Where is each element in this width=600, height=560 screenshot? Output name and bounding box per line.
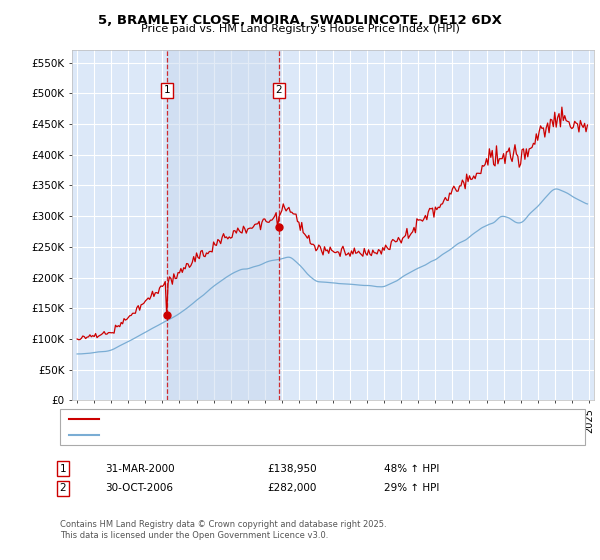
Text: This data is licensed under the Open Government Licence v3.0.: This data is licensed under the Open Gov… xyxy=(60,531,328,540)
Text: 5, BRAMLEY CLOSE, MOIRA, SWADLINCOTE, DE12 6DX (detached house): 5, BRAMLEY CLOSE, MOIRA, SWADLINCOTE, DE… xyxy=(105,414,460,424)
Text: 48% ↑ HPI: 48% ↑ HPI xyxy=(384,464,439,474)
Text: Price paid vs. HM Land Registry's House Price Index (HPI): Price paid vs. HM Land Registry's House … xyxy=(140,24,460,34)
Text: Contains HM Land Registry data © Crown copyright and database right 2025.: Contains HM Land Registry data © Crown c… xyxy=(60,520,386,529)
Text: 31-MAR-2000: 31-MAR-2000 xyxy=(105,464,175,474)
Text: 2: 2 xyxy=(59,483,67,493)
Text: 30-OCT-2006: 30-OCT-2006 xyxy=(105,483,173,493)
Text: 5, BRAMLEY CLOSE, MOIRA, SWADLINCOTE, DE12 6DX: 5, BRAMLEY CLOSE, MOIRA, SWADLINCOTE, DE… xyxy=(98,14,502,27)
Bar xyxy=(167,50,279,400)
Text: £282,000: £282,000 xyxy=(267,483,316,493)
Text: 2: 2 xyxy=(275,85,282,95)
Text: HPI: Average price, detached house, North West Leicestershire: HPI: Average price, detached house, Nort… xyxy=(105,430,412,440)
Text: 1: 1 xyxy=(163,85,170,95)
Text: 29% ↑ HPI: 29% ↑ HPI xyxy=(384,483,439,493)
Text: £138,950: £138,950 xyxy=(267,464,317,474)
Text: 1: 1 xyxy=(59,464,67,474)
